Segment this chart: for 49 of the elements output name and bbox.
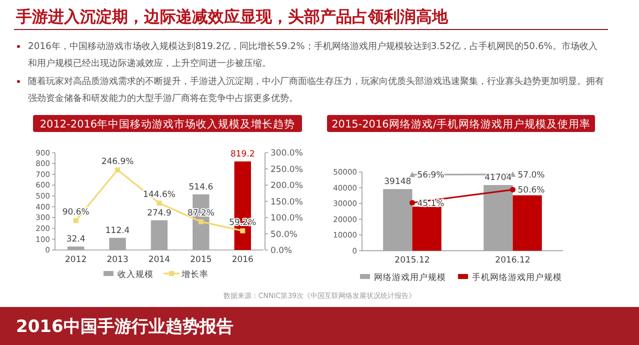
text: 手游进入沉淀期，边际递减效应显现，头部产品占领利润高地 (16, 7, 448, 28)
legend-label: 手机网络游戏用户规模 (472, 272, 562, 283)
data-label: 32.4 (66, 234, 86, 244)
y2-tick-label: 100.0% (270, 214, 303, 224)
point (198, 219, 204, 224)
data-label: 274.9 (147, 208, 172, 218)
data-label: 39148 (384, 177, 412, 188)
chart-title: 2012-2016年中国移动游戏市场收入规模及增长趋势 (40, 118, 296, 130)
chart-title: 2015-2016网络游戏/手机网络游戏用户规模及使用率 (332, 118, 590, 130)
data-label: 57.0% (518, 170, 545, 180)
legend-label: 收入规模 (118, 269, 154, 280)
bar (150, 220, 168, 250)
y2-tick-label: 300.0% (270, 148, 303, 159)
bar (68, 246, 84, 250)
text: 2016中国手游行业趋势报告 (16, 316, 234, 338)
x-tick-label: 2016 (232, 255, 254, 265)
point (409, 200, 416, 206)
x-tick-label: 2012 (65, 255, 87, 265)
y2-tick-label: 50.0% (270, 230, 298, 240)
x-tick-label: 2014 (148, 255, 170, 265)
point (510, 186, 516, 192)
data-label: 246.9% (101, 156, 134, 167)
y2-tick-label: 0.0% (270, 246, 292, 256)
x-tick-label: 2015.12 (394, 256, 430, 266)
point (240, 228, 246, 234)
legend-label: 网络游戏用户规模 (374, 272, 446, 283)
data-label: 41704 (484, 173, 512, 184)
data-label: 45.1% (417, 198, 444, 209)
x-tick-label: 2015 (190, 255, 212, 265)
text: 2016年，中国移动游戏市场收入规模达到819.2亿，同比增长59.2%；手机网络游戏用户规模较达到3.52亿，占手机网民的50.6%。市场收入和用户规模已经出现边际递减效应，上升空间进一步被压缩。 (28, 40, 599, 71)
point (73, 218, 78, 224)
x-tick-label: 2016.12 (495, 256, 530, 266)
y2-tick-label: 200.0% (270, 181, 303, 192)
y2-tick-label: 250.0% (270, 164, 303, 175)
data-label: 50.6% (518, 186, 545, 196)
bar (109, 238, 126, 250)
data-label: 514.6 (188, 182, 214, 192)
point (156, 200, 162, 206)
bar (383, 189, 412, 251)
data-label: 819.2 (230, 149, 255, 160)
bar (512, 195, 542, 251)
bar (484, 185, 513, 251)
x-tick-label: 2013 (106, 255, 128, 265)
text: 随着玩家对高品质游戏需求的不断提升，手游进入沉淀期，中小厂商面临生存压力，玩家向优质头部游戏迅速聚集，行业寡头趋势更加明显。拥有强劲资金储备和研发能力的大型手游厂商将在竞争中占据更多优势。 (28, 75, 605, 106)
data-label: 112.4 (105, 226, 130, 236)
point (115, 167, 120, 172)
y2-tick-label: 150.0% (270, 197, 303, 208)
legend-label: 增长率 (180, 269, 208, 280)
data-label: 56.9% (417, 170, 444, 181)
